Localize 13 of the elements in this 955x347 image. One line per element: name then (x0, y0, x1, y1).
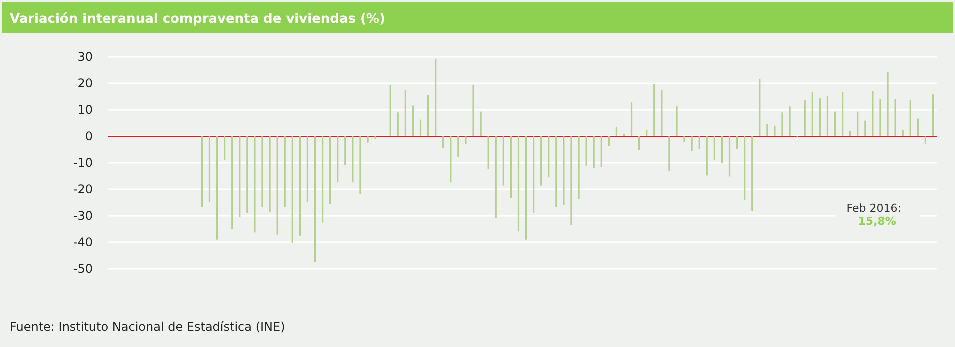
y-tick-label: -30 (73, 209, 93, 224)
annotation: Feb 2016: (846, 202, 902, 215)
source-note: Fuente: Instituto Nacional de Estadística (INE) (10, 320, 286, 334)
chart-title: Variación interanual compraventa de viviendas (%) (10, 12, 386, 27)
y-tick-label: 0 (85, 130, 93, 144)
y-tick-label: 20 (78, 76, 93, 91)
y-tick-label: -10 (73, 156, 93, 170)
y-tick-label: -40 (73, 236, 93, 250)
y-tick-label: 30 (78, 50, 93, 64)
y-tick-label: 10 (78, 103, 93, 118)
y-tick-label: -50 (73, 262, 93, 276)
annotation: 15,8% (858, 215, 896, 228)
y-tick-label: -20 (73, 182, 93, 197)
